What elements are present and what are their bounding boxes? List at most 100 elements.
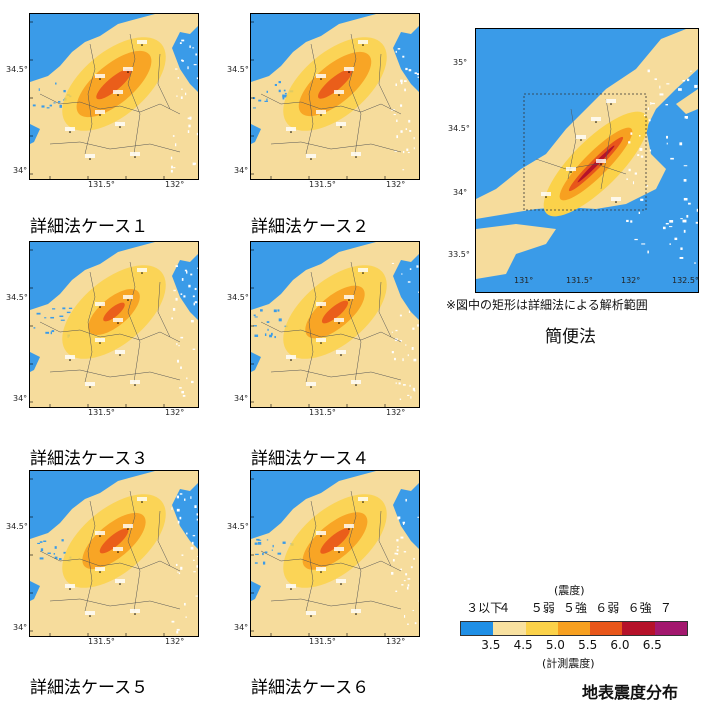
sea-patch [273,309,277,313]
sea-patch [63,89,66,93]
city-label-box [137,268,147,272]
coast-speckle [177,359,180,363]
city-marker [127,299,129,301]
admin-border [127,261,141,383]
city-label-box [566,167,576,171]
sea-patch [278,89,281,93]
coast-speckle [196,518,198,521]
coast-speckle [682,79,686,82]
detail-lat-tick: 34.5° [6,293,28,302]
city-label-box [336,579,346,583]
coast-speckle [176,342,178,346]
detail-map-1 [29,13,199,180]
coast-speckle [680,247,683,250]
city-label-box [85,382,95,386]
coast-speckle [176,495,180,499]
admin-border [260,93,402,115]
coast-speckle [180,366,182,369]
coast-speckle [410,566,413,569]
city-marker [99,78,101,80]
detail-map-svg [30,471,198,636]
coast-speckle [405,344,407,346]
sea-patch [253,314,256,317]
sea-patch [257,541,262,545]
legend-class-label: ５強 [563,601,588,615]
detail-lon-tick: 132° [165,408,185,417]
coast-speckle [173,167,176,169]
coast-speckle [647,69,650,73]
zone-6-lower [103,302,125,322]
city-label-box [95,110,105,114]
city-marker [320,342,322,344]
sea-patch [260,309,263,312]
admin-border [348,490,362,612]
coast-speckle [178,345,180,347]
coast-speckle [408,310,410,314]
coast-speckle [196,513,198,516]
coast-speckle [682,219,687,223]
coast-speckle [400,536,404,539]
admin-border [49,369,181,381]
city-marker [99,342,101,344]
city-marker [117,322,119,324]
detail-lat-tick: 34° [234,394,249,403]
detail-lon-tick: 132° [165,180,185,189]
coast-speckle [686,78,690,82]
coast-speckle [171,507,173,510]
coast-speckle [195,53,198,56]
city-marker [320,114,322,116]
coast-speckle [177,77,179,79]
sea-patch [254,334,259,337]
city-marker [338,551,340,553]
sea-patch [54,556,58,559]
coast-speckle [651,102,655,105]
city-marker [362,272,364,274]
city-marker [595,121,597,123]
admin-border [348,33,362,155]
detail-map-3 [29,241,199,408]
coast-speckle [184,269,187,272]
coast-speckle [403,551,407,553]
coast-speckle [400,130,403,133]
coast-speckle [404,88,406,92]
coast-speckle [197,556,198,558]
coast-speckle [630,220,633,223]
sea-patch [262,561,266,565]
sea-patch [41,105,45,108]
coast-speckle [416,73,419,76]
coast-speckle [670,157,674,160]
admin-border [84,500,96,612]
coast-speckle [176,630,179,634]
simple-lat-tick-3: 33.5° [448,250,470,259]
coast-speckle [182,394,186,397]
coast-speckle [397,516,400,520]
coast-speckle [402,521,406,524]
city-label-box [336,350,346,354]
coast-speckle [413,137,415,140]
coast-speckle [407,354,409,357]
city-label-box [596,159,606,163]
admin-border [157,53,171,110]
sea-patch [46,107,50,109]
coast-speckle [637,154,640,157]
coast-speckle [175,143,177,147]
coast-speckle [193,571,196,573]
coast-speckle [397,48,401,50]
city-marker [545,196,547,198]
city-marker [119,354,121,356]
coast-speckle [413,557,415,560]
detail-lon-tick: 132° [386,408,406,417]
coast-speckle [408,69,412,72]
legend-swatch-4 [590,622,623,635]
city-marker [348,71,350,73]
admin-border [270,598,402,610]
sea-patch [253,325,257,327]
coast-speckle [186,377,188,380]
coast-speckle [402,55,405,58]
coast-speckle [694,262,697,264]
city-label-box [85,611,95,615]
coast-speckle [393,109,396,111]
simple-lat-tick-0: 35° [453,58,468,67]
coast-speckle [405,573,408,576]
sea-patch [284,94,288,98]
